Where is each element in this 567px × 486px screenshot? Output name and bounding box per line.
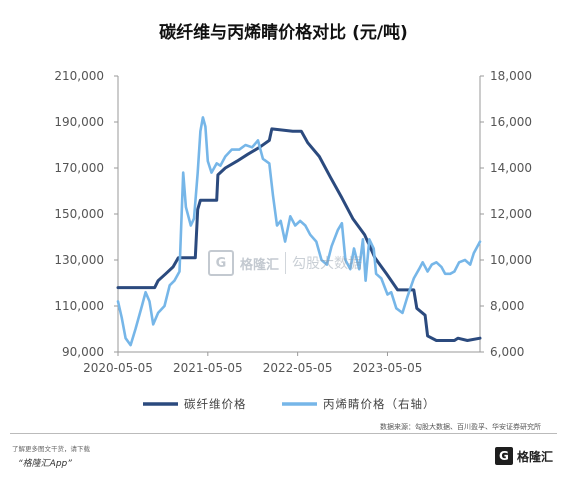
chart-legend: 碳纤维价格 丙烯睛价格（右轴）: [143, 397, 436, 411]
right-tick-label: 16,000: [490, 115, 532, 129]
left-tick-label: 210,000: [54, 69, 104, 83]
chart-axes: [117, 76, 481, 353]
right-tick-label: 12,000: [490, 207, 532, 221]
watermark-divider: [285, 252, 287, 274]
x-tick-label: 2023-05-05: [353, 361, 423, 375]
x-tick-label: 2021-05-05: [173, 361, 243, 375]
x-tick-label: 2020-05-05: [83, 361, 153, 375]
brand-name: 格隆汇: [516, 449, 553, 464]
brand-logo-icon: G: [494, 447, 513, 465]
right-tick-label: 10,000: [490, 253, 532, 267]
chart-ticks: 90,000 110,000 130,000 150,000 170,000 190,00…: [54, 69, 532, 375]
legend-carbon-fiber-label: 碳纤维价格: [184, 397, 247, 411]
data-source-note: 数据来源：勾股大数据、百川盈孚、华安证券研究所: [380, 423, 541, 431]
footer-app-name[interactable]: “格隆汇App”: [18, 459, 72, 469]
right-tick-label: 18,000: [490, 69, 532, 83]
right-tick-label: 6,000: [490, 345, 524, 359]
right-tick-label: 8,000: [490, 299, 524, 313]
footer-download-note: 了解更多图文干货，请下载: [12, 445, 90, 453]
carbon-fiber-price-line: [116, 127, 482, 342]
left-tick-label: 190,000: [54, 115, 104, 129]
watermark-logo-icon: G: [208, 250, 234, 276]
left-tick-label: 90,000: [62, 345, 104, 359]
watermark-brand: 格隆汇: [240, 257, 280, 273]
left-tick-label: 150,000: [54, 207, 104, 221]
brand-logo[interactable]: G 格隆汇: [494, 447, 553, 465]
chart-title: 碳纤维与丙烯睛价格对比 (元/吨): [159, 23, 408, 43]
right-tick-label: 14,000: [490, 161, 532, 175]
watermark: G 格隆汇 勾股大数据: [208, 250, 362, 276]
legend-acrylonitrile-label: 丙烯睛价格（右轴）: [323, 397, 436, 411]
chart-series: [116, 116, 482, 347]
footer-divider: [10, 433, 557, 434]
x-tick-label: 2022-05-05: [263, 361, 333, 375]
left-tick-label: 110,000: [54, 299, 104, 313]
left-tick-label: 170,000: [54, 161, 104, 175]
price-comparison-chart: 90,000 110,000 130,000 150,000 170,000 190,00…: [54, 69, 532, 411]
left-tick-label: 130,000: [54, 253, 104, 267]
watermark-source: 勾股大数据: [292, 256, 363, 272]
acrylonitrile-price-line: [116, 116, 482, 347]
